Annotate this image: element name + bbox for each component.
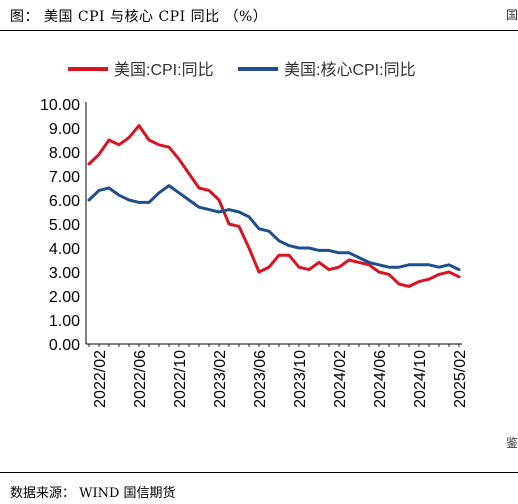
figure-title: 图： 美国 CPI 与核心 CPI 同比 （%）	[10, 9, 268, 25]
x-axis: 2022/02 2022/06 2022/10 2023/02 2023/06 2023/…	[86, 343, 469, 408]
x-tick-label: 2024/02	[332, 350, 349, 408]
x-tick-label: 2023/06	[252, 350, 269, 408]
y-tick-label: 10.00	[40, 97, 80, 114]
y-tick-label: 9.00	[49, 121, 80, 138]
source-note: 数据来源： WIND 国信期货	[10, 486, 176, 501]
y-tick-label: 5.00	[49, 217, 80, 234]
x-tick-label: 2023/10	[292, 350, 309, 408]
y-tick-label: 0.00	[49, 337, 80, 354]
chart-legend: 美国:CPI:同比 美国:核心CPI:同比	[68, 61, 416, 79]
y-tick-label: 7.00	[49, 169, 80, 186]
edge-glyph-top: 国	[505, 8, 518, 22]
y-tick-label: 1.00	[49, 313, 80, 330]
line-chart: 美国:CPI:同比 美国:核心CPI:同比 0.00 1.00 2.00 3.00 4.0…	[40, 61, 469, 408]
core-cpi-series-line	[87, 184, 461, 272]
top-rule	[0, 30, 518, 31]
cpi-series-line	[87, 124, 461, 288]
x-tick-label: 2024/06	[372, 350, 389, 408]
y-tick-label: 3.00	[49, 265, 80, 282]
y-axis: 0.00 1.00 2.00 3.00 4.00 5.00 6.00 7.00 8.00 9.00…	[40, 97, 87, 354]
legend-label-core-cpi: 美国:核心CPI:同比	[284, 61, 416, 79]
x-tick-label: 2024/10	[412, 350, 429, 408]
bottom-rule	[0, 472, 518, 473]
x-tick-label: 2025/02	[452, 350, 469, 408]
y-tick-label: 4.00	[49, 241, 80, 258]
y-tick-label: 8.00	[49, 145, 80, 162]
y-tick-label: 2.00	[49, 289, 80, 306]
x-tick-label: 2023/02	[212, 350, 229, 408]
x-tick-label: 2022/02	[92, 350, 109, 408]
y-tick-label: 6.00	[49, 193, 80, 210]
x-tick-label: 2022/06	[132, 350, 149, 408]
legend-label-cpi: 美国:CPI:同比	[114, 61, 214, 79]
edge-glyph-bottom: 鉴	[505, 436, 518, 450]
x-tick-label: 2022/10	[172, 350, 189, 408]
series-lines	[87, 124, 461, 288]
